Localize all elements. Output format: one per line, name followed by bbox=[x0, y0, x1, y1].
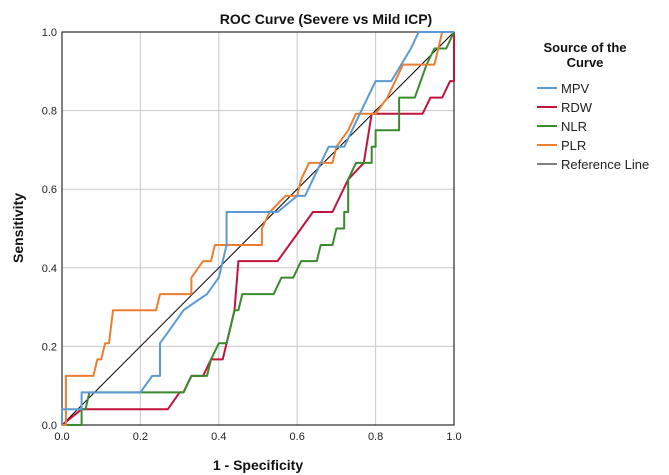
grid bbox=[62, 32, 454, 425]
y-tick-label: 0.6 bbox=[42, 184, 57, 196]
x-tick-label: 0.8 bbox=[368, 431, 383, 443]
legend-label-reference-line: Reference Line bbox=[561, 157, 649, 172]
series-line-nlr bbox=[62, 31, 455, 426]
y-tick-label: 0.4 bbox=[42, 263, 57, 275]
y-tick-label: 0.8 bbox=[42, 106, 57, 118]
legend-label-nlr: NLR bbox=[561, 119, 587, 134]
series-lines bbox=[61, 31, 455, 426]
series-line-plr bbox=[62, 31, 454, 426]
y-tick-label: 1.0 bbox=[42, 27, 57, 39]
x-tick-label: 0.4 bbox=[211, 431, 226, 443]
series-line-mpv bbox=[61, 31, 454, 425]
legend: Source of the Curve MPV RDW NLR PLR Referenc… bbox=[537, 40, 649, 172]
series-line-reference-line bbox=[61, 31, 455, 426]
y-tick-label: 0.0 bbox=[42, 420, 57, 432]
legend-title-line-1: Source of the bbox=[543, 40, 626, 55]
legend-title-line-2: Curve bbox=[567, 55, 604, 70]
legend-label-plr: PLR bbox=[561, 138, 586, 153]
x-tick-label: 0.6 bbox=[290, 431, 305, 443]
chart-title: ROC Curve (Severe vs Mild ICP) bbox=[220, 11, 432, 27]
y-tick-label: 0.2 bbox=[42, 341, 57, 353]
legend-label-rdw: RDW bbox=[561, 100, 593, 115]
x-tick-label: 1.0 bbox=[446, 431, 461, 443]
x-tick-label: 0.2 bbox=[133, 431, 148, 443]
x-tick-label: 0.0 bbox=[54, 431, 69, 443]
tick-labels: 0.0 0.2 0.4 0.6 0.8 1.0 0.0 0.2 0.4 0.6 0.8 1.0 bbox=[42, 27, 462, 443]
plot-frame bbox=[61, 31, 455, 426]
legend-label-mpv: MPV bbox=[561, 81, 590, 96]
x-axis-title: 1 - Specificity bbox=[213, 457, 303, 473]
y-axis-title: Sensitivity bbox=[10, 193, 26, 263]
